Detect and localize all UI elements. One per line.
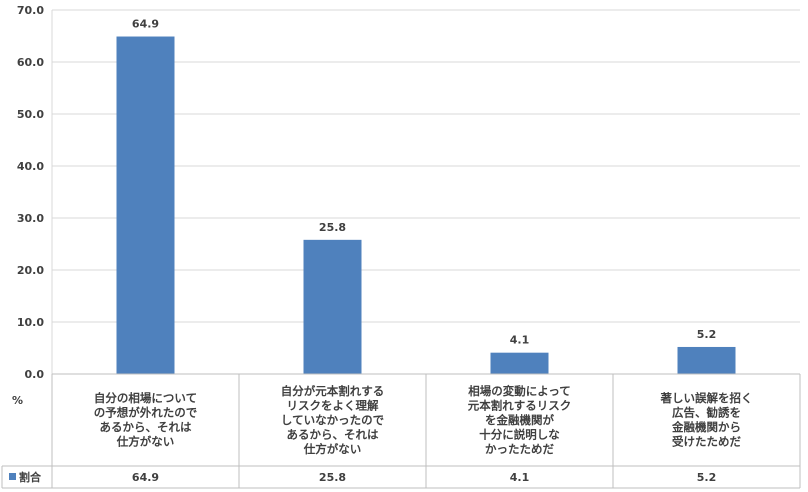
data-label: 64.9: [132, 18, 159, 31]
y-tick-label: 30.0: [17, 212, 44, 225]
category-label: 十分に説明しな: [479, 427, 560, 441]
category-label: の予想が外れたので: [94, 406, 198, 420]
category-label: 受けたためだ: [672, 435, 741, 449]
table-value: 25.8: [319, 471, 346, 484]
table-value: 64.9: [132, 471, 159, 484]
category-label: 自分が元本割れする: [281, 384, 385, 398]
category-label: 自分の相場について: [94, 391, 197, 405]
legend-swatch: [9, 473, 16, 480]
bar: [490, 352, 549, 374]
y-tick-label: 70.0: [17, 4, 44, 17]
y-tick-label: 20.0: [17, 264, 44, 277]
category-label: あるから、それは: [287, 427, 379, 441]
category-label: 相場の変動によって: [468, 384, 571, 398]
category-label: 仕方がない: [116, 435, 175, 449]
bar: [116, 36, 175, 375]
bar: [677, 346, 736, 374]
table-value: 5.2: [697, 471, 717, 484]
category-label: 著しい誤解を招く: [661, 391, 753, 405]
series-name: 割合: [19, 470, 42, 484]
table-value: 4.1: [510, 471, 530, 484]
y-tick-label: 0.0: [25, 368, 45, 381]
data-label: 5.2: [697, 328, 717, 341]
y-tick-label: 10.0: [17, 316, 44, 329]
category-label: リスクをよく理解: [287, 398, 379, 412]
category-label: していなかったので: [281, 413, 384, 427]
y-axis-unit-label: %: [12, 394, 23, 407]
category-label: かったためだ: [485, 442, 554, 456]
category-label: 金融機関から: [671, 420, 741, 434]
y-tick-label: 60.0: [17, 56, 44, 69]
category-label: あるから、それは: [100, 420, 192, 434]
category-label: 広告、勧誘を: [672, 406, 741, 420]
data-label: 4.1: [510, 334, 530, 347]
category-label: 仕方がない: [303, 442, 362, 456]
y-tick-label: 40.0: [17, 160, 44, 173]
y-tick-label: 50.0: [17, 108, 44, 121]
category-label: 元本割れするリスク: [468, 398, 572, 412]
data-label: 25.8: [319, 221, 346, 234]
category-label: を金融機関が: [485, 413, 554, 427]
bar: [303, 239, 362, 374]
